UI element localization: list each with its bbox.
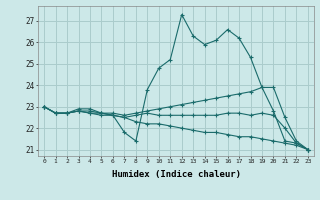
X-axis label: Humidex (Indice chaleur): Humidex (Indice chaleur) — [111, 170, 241, 179]
